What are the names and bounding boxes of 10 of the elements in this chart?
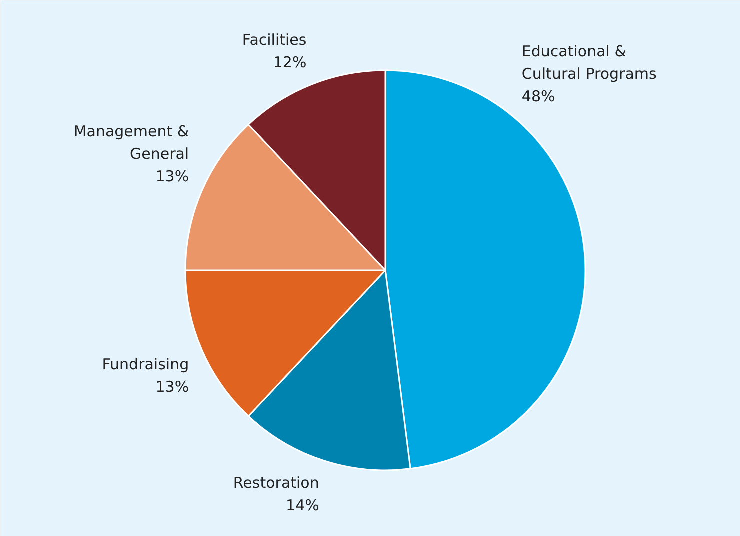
slice-label: Management & General (74, 122, 190, 164)
data-label: 12% (273, 54, 307, 72)
data-label: 13% (156, 168, 190, 186)
slice-label: Educational & Cultural Programs (522, 42, 658, 84)
data-label: 14% (286, 496, 320, 515)
slice-label: Facilities (242, 31, 307, 50)
data-label: 48% (522, 88, 556, 106)
slice-label: Fundraising (102, 355, 190, 374)
data-label: 13% (156, 378, 190, 396)
slice-label: Restoration (233, 474, 320, 492)
